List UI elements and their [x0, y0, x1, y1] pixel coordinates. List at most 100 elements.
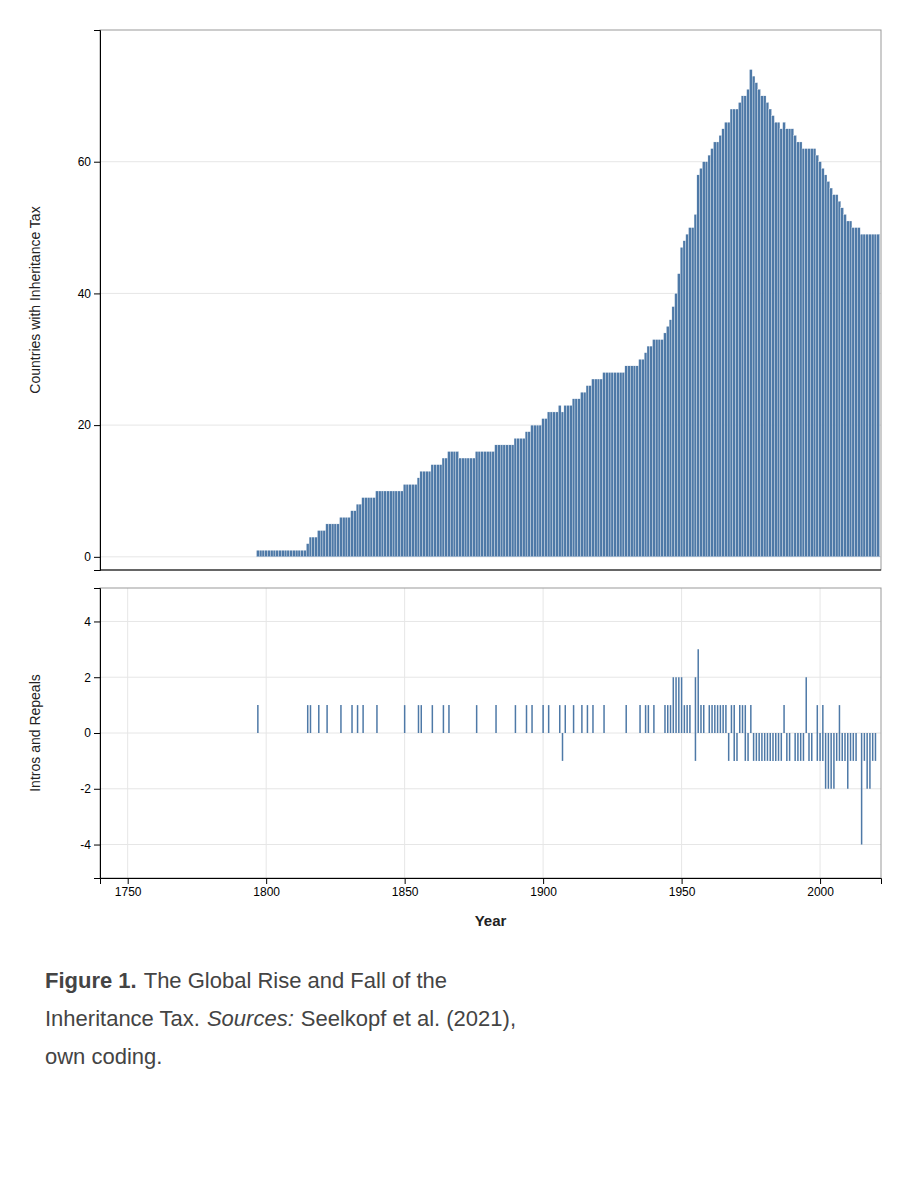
- bar: [747, 89, 750, 557]
- bar: [395, 491, 398, 557]
- tick: -2: [80, 782, 100, 796]
- vline: [805, 677, 807, 733]
- bar: [647, 346, 650, 557]
- tick-label: 60: [78, 155, 92, 169]
- bar: [140, 556, 143, 557]
- bar: [448, 451, 451, 556]
- bar: [268, 550, 271, 557]
- bar: [146, 556, 149, 557]
- bar: [414, 484, 417, 556]
- caption-text: Figure 1.: [45, 968, 137, 993]
- bar: [625, 366, 628, 557]
- bar: [420, 471, 423, 557]
- bar: [558, 405, 561, 556]
- vline: [695, 733, 697, 761]
- bar: [725, 122, 728, 557]
- bar: [270, 550, 273, 557]
- panel: -4-2024175018001850190019502000Intros an…: [27, 588, 882, 929]
- bar: [871, 234, 874, 557]
- vline: [728, 733, 730, 761]
- vline: [817, 733, 819, 761]
- vline: [722, 705, 724, 733]
- bar: [727, 122, 730, 557]
- series: [563, 733, 876, 845]
- bar: [564, 405, 567, 556]
- tick-label: 1900: [530, 885, 557, 899]
- tick: 0: [84, 726, 100, 740]
- bar: [611, 372, 614, 556]
- bar: [384, 491, 387, 557]
- bar: [470, 458, 473, 557]
- bar: [190, 556, 193, 557]
- bar: [456, 451, 459, 556]
- bar: [245, 556, 248, 557]
- y-axis: 0204060: [78, 31, 101, 571]
- bar: [669, 320, 672, 557]
- tick-mark: [94, 733, 100, 734]
- grid-line-x: [127, 588, 128, 878]
- bar: [137, 556, 140, 557]
- caption-line: Inheritance Tax.Sources:Seelkopf et al. …: [45, 1006, 516, 1031]
- bar: [863, 234, 866, 557]
- panel: 0204060Countries with Inheritance Tax: [27, 30, 881, 571]
- tick: 2000: [807, 878, 834, 899]
- bar: [630, 366, 633, 557]
- bar: [478, 451, 481, 556]
- bar: [436, 465, 439, 557]
- vline: [542, 705, 544, 733]
- bar: [633, 366, 636, 557]
- tick-label: 2000: [807, 885, 834, 899]
- tick-mark: [543, 878, 544, 884]
- bar: [173, 556, 176, 557]
- vline: [847, 733, 849, 789]
- bar: [331, 524, 334, 557]
- bar: [827, 181, 830, 556]
- bar: [749, 70, 752, 557]
- axis-domain: [94, 589, 101, 879]
- vline: [864, 733, 866, 761]
- bar: [381, 491, 384, 557]
- vline: [825, 733, 827, 789]
- bar: [434, 465, 437, 557]
- bar: [636, 366, 639, 557]
- vline: [833, 733, 835, 789]
- tick: 2: [84, 671, 100, 685]
- vline: [573, 705, 575, 733]
- tick-mark: [94, 677, 100, 678]
- bar: [135, 556, 138, 557]
- bar: [597, 379, 600, 557]
- bar: [661, 340, 664, 557]
- bar: [486, 451, 489, 556]
- marks: [256, 70, 879, 557]
- bar: [359, 504, 362, 557]
- bar: [691, 228, 694, 557]
- vline: [819, 733, 821, 761]
- bar: [525, 432, 528, 557]
- tick-label: 1750: [115, 885, 142, 899]
- bar: [301, 550, 304, 557]
- bar: [852, 228, 855, 557]
- x-axis-title: Year: [475, 912, 507, 929]
- bar: [650, 346, 653, 557]
- vline: [581, 705, 583, 733]
- chart: 0204060Countries with Inheritance Tax-4-…: [0, 0, 911, 1200]
- bar: [763, 96, 766, 557]
- vline: [653, 705, 655, 733]
- bar: [423, 471, 426, 557]
- bar: [184, 556, 187, 557]
- bar: [542, 419, 545, 557]
- bar: [273, 550, 276, 557]
- vline: [700, 705, 702, 733]
- vline: [850, 733, 852, 761]
- bar: [309, 537, 312, 557]
- bar: [223, 556, 226, 557]
- bar: [226, 556, 229, 557]
- tick: 60: [78, 155, 100, 169]
- bar: [376, 491, 379, 557]
- bar: [719, 135, 722, 556]
- bar: [320, 530, 323, 556]
- tick-mark: [94, 789, 100, 790]
- axis-domain: [101, 879, 882, 885]
- bar: [539, 425, 542, 557]
- vline: [758, 733, 760, 761]
